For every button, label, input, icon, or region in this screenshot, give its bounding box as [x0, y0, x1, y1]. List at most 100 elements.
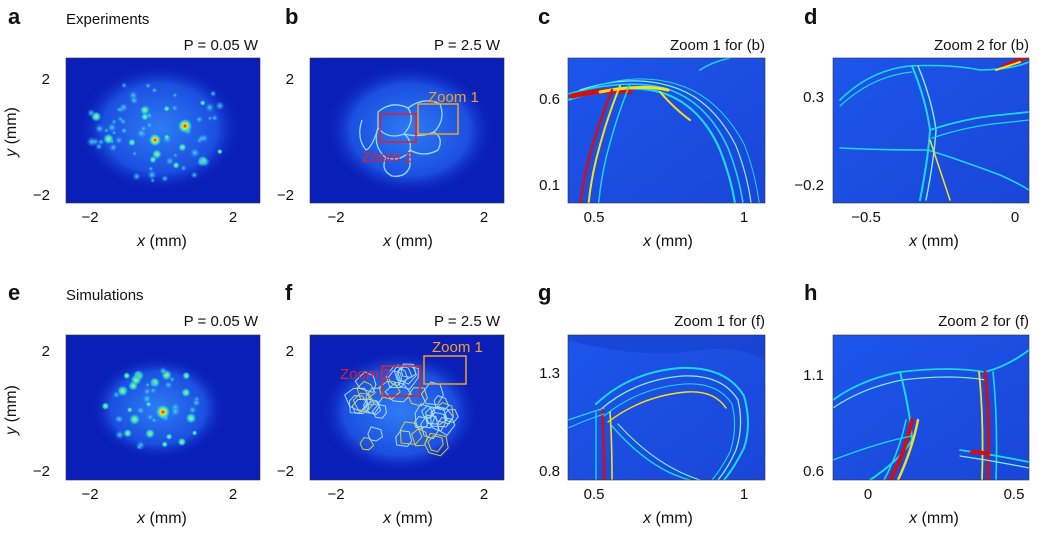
heatmap-g: [568, 335, 765, 480]
ytick-h-bottom: 0.6: [803, 463, 824, 480]
xlabel-h: x (mm): [908, 510, 959, 527]
ytick-c-top: 0.6: [539, 91, 560, 108]
speckle: [132, 172, 141, 181]
xtick-d-left: −0.5: [851, 209, 881, 226]
section-label-experiments: Experiments: [66, 11, 149, 28]
speckle: [165, 433, 173, 440]
zoom2-label-f: Zoom 2: [340, 366, 391, 383]
speckle: [114, 136, 123, 145]
ytick-d-bottom: −0.2: [794, 177, 824, 194]
speckle: [185, 413, 197, 424]
speckle: [101, 402, 110, 410]
xtick-h-left: 0: [864, 486, 872, 503]
xlabel-g: x (mm): [642, 510, 693, 527]
speckle: [192, 430, 198, 436]
panel-g: g Zoom 1 for (f) 1.3 0.8 0.5 1 x (: [538, 280, 766, 527]
speckle: [116, 106, 122, 113]
zoom1-box-f: [423, 355, 467, 385]
speckle: [161, 441, 168, 448]
panel-title-a: P = 0.05 W: [184, 37, 259, 54]
speckle: [123, 372, 131, 380]
cell-outline: [411, 428, 428, 447]
ytick-a-bottom: −2: [33, 187, 50, 204]
cell-outline: [397, 363, 417, 385]
speckle: [169, 406, 181, 417]
zoom2-box-b: [379, 113, 417, 143]
panel-label-b: b: [285, 4, 298, 29]
speckle: [189, 147, 201, 159]
cell-outline: [420, 381, 444, 406]
xlabel-d: x (mm): [908, 233, 959, 250]
ylabel-a: y (mm): [3, 107, 20, 158]
ytick-d-top: 0.3: [803, 89, 824, 106]
panel-a: a Experiments P = 0.05 W 2 −2 −2 2 x (mm…: [3, 4, 261, 250]
speckle: [181, 388, 191, 397]
speckle: [165, 156, 175, 166]
speckle: [130, 374, 142, 386]
ytick-e-top: 2: [42, 343, 50, 360]
speckle: [150, 178, 156, 183]
panel-title-e: P = 0.05 W: [184, 313, 259, 330]
speckle: [106, 122, 118, 133]
cell-outline: [348, 395, 368, 414]
speckle: [190, 171, 199, 179]
zoom1-label-b: Zoom 1: [428, 89, 479, 106]
cell-outline: [384, 381, 412, 403]
panel-title-g: Zoom 1 for (f): [674, 313, 765, 330]
speckle: [188, 405, 198, 415]
panel-h: h Zoom 2 for (f) 1.1 0.6 0: [803, 280, 1030, 527]
speckle: [164, 380, 173, 390]
speckle: [160, 174, 169, 183]
xtick-a-left: −2: [81, 209, 98, 226]
speckle: [148, 165, 154, 172]
zoom2-label-b: Zoom 2: [362, 149, 413, 166]
speckle: [136, 444, 142, 450]
speckle: [195, 115, 204, 124]
panel-label-h: h: [804, 280, 817, 305]
panel-c: c Zoom 1 for (b) 0.6 0.1 0.5 1 x (mm): [538, 4, 766, 250]
speckle: [172, 161, 180, 169]
ytick-f-top: 2: [286, 343, 294, 360]
speckle: [120, 126, 128, 135]
zoom1-label-f: Zoom 1: [432, 339, 483, 356]
panel-label-g: g: [538, 280, 551, 305]
zoom1-box-b: [417, 103, 459, 135]
speckle: [172, 92, 178, 98]
xtick-g-left: 0.5: [584, 486, 605, 503]
cell-outline: [395, 430, 413, 447]
cell-outline: [371, 403, 387, 419]
panel-label-e: e: [8, 280, 20, 305]
xtick-b-left: −2: [327, 209, 344, 226]
xlabel-a: x (mm): [136, 233, 187, 250]
panel-label-d: d: [804, 4, 817, 29]
ytick-f-bottom: −2: [277, 463, 294, 480]
panel-label-c: c: [538, 4, 550, 29]
xlabel-f: x (mm): [382, 510, 433, 527]
xtick-d-right: 0: [1011, 209, 1019, 226]
speckle: [103, 133, 114, 145]
cell-outline: [421, 405, 436, 419]
speckle: [172, 152, 179, 158]
speckle: [151, 87, 158, 94]
ytick-g-bottom: 0.8: [539, 463, 560, 480]
speckle: [115, 414, 124, 424]
xtick-a-right: 2: [229, 209, 237, 226]
ytick-b-bottom: −2: [277, 187, 294, 204]
xlabel-c: x (mm): [642, 233, 693, 250]
speckle: [177, 437, 186, 446]
xtick-f-right: 2: [480, 486, 488, 503]
heatmap-h: [833, 335, 1029, 480]
speckle: [127, 407, 133, 413]
speckle: [169, 376, 176, 383]
speckle: [164, 134, 170, 140]
cell-outline: [430, 405, 454, 428]
speckle: [204, 102, 215, 113]
speckle: [199, 100, 206, 106]
cell-outline: [352, 392, 375, 413]
heatmap-a: [66, 58, 260, 203]
xtick-c-right: 1: [740, 209, 748, 226]
speckle: [151, 417, 158, 424]
speckle: [94, 123, 105, 134]
speckle: [131, 150, 138, 157]
cell-outline: [344, 387, 372, 413]
